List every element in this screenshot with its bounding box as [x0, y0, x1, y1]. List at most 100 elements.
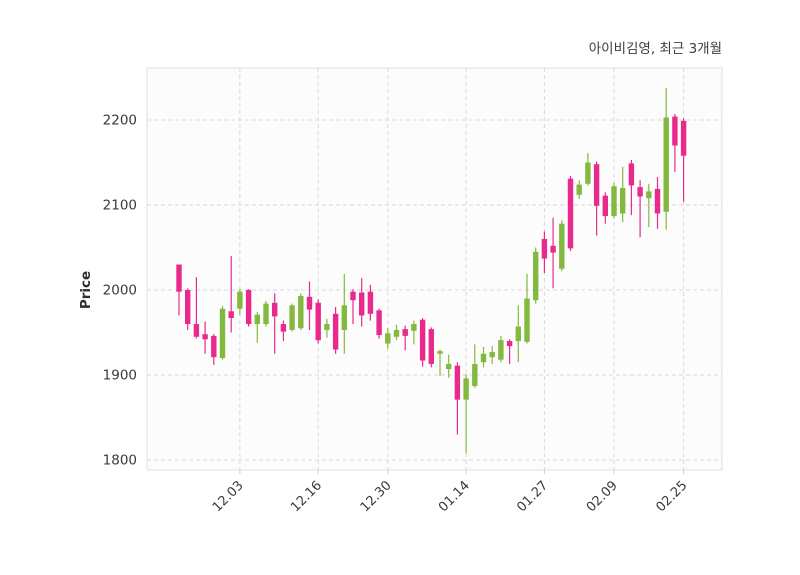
candle-body-up [498, 340, 504, 360]
candle-body-down [211, 335, 217, 358]
candle-body-up [254, 314, 260, 324]
candle-body-up [463, 378, 469, 400]
y-axis-title: Price [78, 271, 94, 309]
candle [480, 346, 487, 368]
candle-body-up [515, 326, 521, 341]
candle-body-down [602, 195, 608, 217]
candle-body-down [228, 311, 234, 319]
candle-body-down [567, 178, 574, 249]
candle-body-up [480, 353, 487, 363]
candle-body-down [359, 292, 365, 316]
candle [219, 306, 226, 360]
candle [402, 325, 408, 351]
candle [550, 217, 556, 289]
x-tick-label: 12.30 [358, 478, 395, 515]
candle [411, 320, 417, 345]
candle [585, 153, 591, 186]
candle [332, 307, 339, 354]
candle [341, 273, 347, 354]
candle-body-up [611, 186, 617, 217]
y-tick-label: 2100 [103, 198, 137, 214]
candle-body-up [298, 295, 304, 329]
candle [559, 220, 565, 272]
candle-body-down [245, 290, 252, 324]
candle [602, 192, 608, 224]
candle-body-down [550, 245, 556, 253]
candle-body-down [367, 291, 374, 314]
candle-body-up [324, 324, 330, 330]
plot-area [146, 67, 723, 471]
candle [350, 289, 356, 324]
candle [672, 114, 678, 172]
y-tick-label: 1800 [103, 453, 137, 469]
candle-body-down [176, 264, 182, 292]
candle-body-up [620, 188, 626, 214]
candle-body-up [219, 308, 226, 358]
candle [237, 289, 243, 315]
candle-body-up [237, 291, 243, 309]
candle [654, 176, 661, 229]
candle-body-down [350, 291, 356, 301]
y-tick-label: 2200 [103, 113, 137, 129]
candle [263, 301, 269, 327]
candle [359, 278, 365, 327]
candle-body-up [489, 352, 495, 358]
candle-body-up [559, 223, 565, 269]
candle [489, 346, 495, 364]
x-tick-label: 12.16 [288, 478, 325, 515]
x-tick-label: 02.09 [584, 478, 621, 515]
candle [680, 118, 687, 202]
x-tick-label: 12.03 [210, 478, 247, 515]
candle-body-up [663, 117, 669, 212]
candle-body-up [341, 305, 347, 330]
candle-body-down [637, 187, 643, 197]
candle [463, 374, 469, 454]
candle [576, 180, 582, 200]
y-tick-label: 1900 [103, 368, 137, 384]
candle [185, 288, 191, 330]
candle-body-down [419, 319, 426, 361]
candle [202, 321, 208, 354]
candle [637, 180, 643, 238]
candle [628, 159, 635, 216]
candle-body-up [385, 333, 391, 344]
candle [663, 87, 669, 230]
candle-body-down [280, 324, 287, 332]
candle-body-up [576, 184, 582, 195]
chart-title: 아이비김영, 최근 3개월 [589, 41, 722, 57]
candle [176, 264, 182, 316]
candle-body-down [272, 302, 278, 317]
candle [428, 327, 434, 368]
candle [515, 305, 521, 363]
candle [306, 281, 313, 330]
candle [646, 183, 652, 228]
y-tick-label: 2000 [103, 283, 137, 299]
candle-body-up [585, 162, 591, 184]
candle [193, 277, 200, 339]
candle-body-up [446, 363, 452, 370]
candle-body-up [524, 298, 530, 342]
candle [506, 339, 513, 364]
candle [541, 231, 548, 273]
candle [324, 318, 330, 338]
candle [385, 328, 391, 349]
candle-body-down [306, 296, 313, 310]
candle-body-down [628, 163, 635, 186]
candle-body-down [454, 365, 461, 400]
candle [393, 324, 400, 341]
candle [437, 349, 443, 376]
x-tick-label: 01.27 [514, 478, 551, 515]
candle [298, 293, 304, 330]
candle [533, 247, 539, 304]
candle [254, 312, 260, 343]
candle-body-up [289, 305, 295, 330]
x-tick-label: 02.25 [654, 478, 691, 515]
candle-body-down [672, 116, 678, 146]
candle [211, 334, 217, 365]
candle [315, 299, 321, 344]
candle-body-up [646, 191, 652, 199]
candle [272, 293, 278, 354]
candle [567, 176, 574, 251]
candle [245, 289, 252, 327]
